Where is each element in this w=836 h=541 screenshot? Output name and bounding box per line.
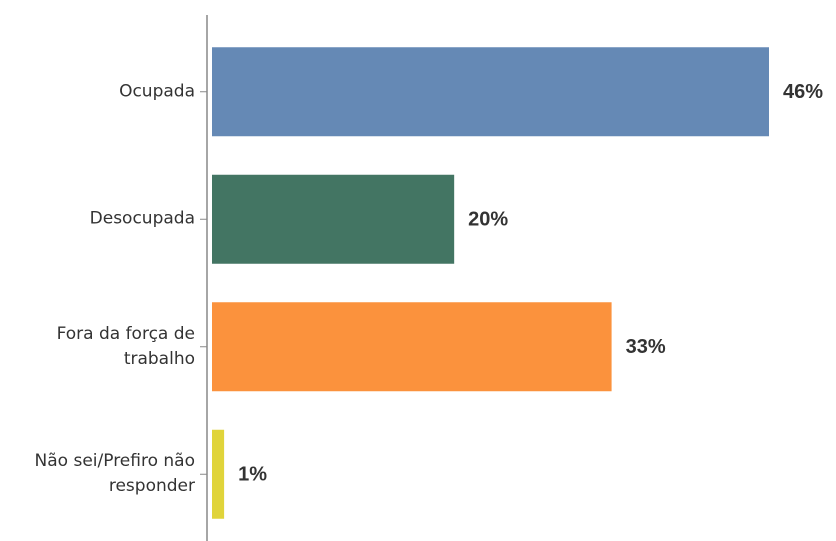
- value-label: 46%: [783, 81, 823, 103]
- category-label: Não sei/Prefiro não responder: [34, 451, 195, 497]
- value-label: 20%: [468, 209, 508, 231]
- category-label: Ocupada: [119, 81, 195, 102]
- bar: [212, 47, 769, 137]
- bar: [212, 302, 612, 392]
- category-label: Fora da força de trabalho: [56, 323, 195, 369]
- category-label: Desocupada: [89, 208, 195, 229]
- value-label: 1%: [238, 464, 267, 486]
- bar: [212, 174, 455, 264]
- bar: [212, 429, 225, 519]
- value-label: 33%: [626, 336, 666, 358]
